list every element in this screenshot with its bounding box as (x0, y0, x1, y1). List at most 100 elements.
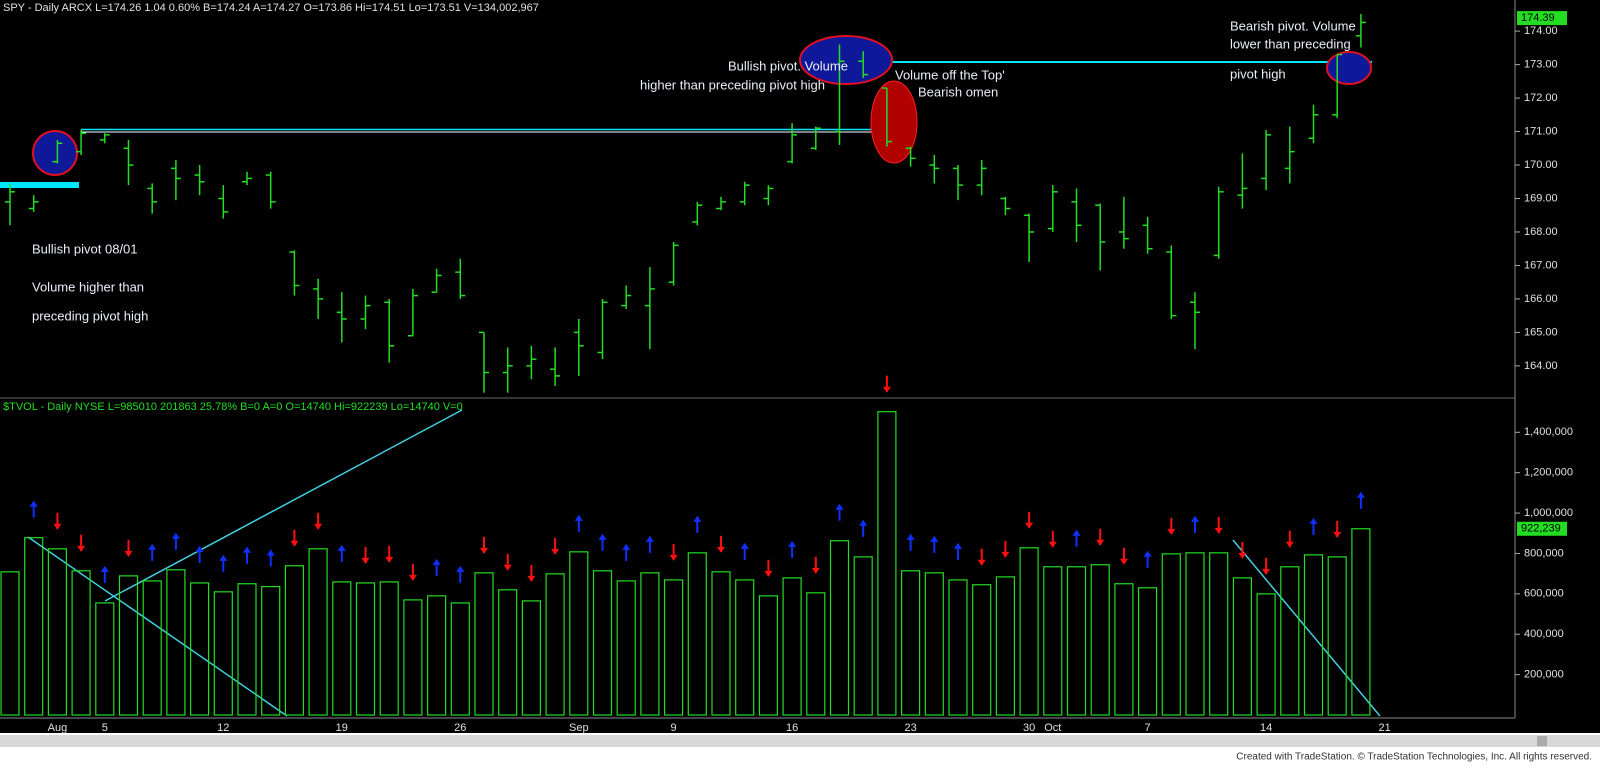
highlight-ellipse (799, 35, 893, 85)
volume-bar (924, 572, 944, 716)
volume-bar (284, 565, 304, 716)
x-tick-label: 21 (1378, 722, 1390, 734)
current-value-label: 922,239 (1521, 523, 1561, 535)
scrollbar[interactable] (0, 735, 1600, 747)
volume-bar (403, 599, 423, 716)
annotation: higher than preceding pivot high (640, 77, 825, 92)
y-tick-label: 164.00 (1524, 360, 1558, 372)
signal-arrow-head (1048, 541, 1057, 548)
volume-bar (545, 573, 565, 716)
current-value-label: 174.39 (1521, 12, 1555, 24)
volume-bar (1327, 556, 1347, 716)
y-tick-label: 165.00 (1524, 326, 1558, 338)
signal-arrow-head (361, 557, 370, 564)
signal-arrow-head (1072, 529, 1081, 536)
volume-bar (640, 572, 660, 716)
volume-bar (900, 570, 921, 716)
x-tick-label: Sep (569, 722, 589, 734)
y-tick-label: 170.00 (1524, 159, 1558, 171)
volume-bar (711, 571, 731, 716)
volume-bar (1209, 552, 1229, 716)
volume-bar (735, 579, 755, 716)
volume-bar (1043, 566, 1063, 716)
price-legend: SPY - Daily ARCX L=174.26 1.04 0.60% B=1… (3, 2, 539, 14)
annotation: Volume off the Top' (895, 67, 1005, 82)
signal-arrow-head (1167, 528, 1176, 535)
volume-bar (142, 580, 162, 716)
x-tick-label: 14 (1260, 722, 1272, 734)
y-tick-label: 172.00 (1524, 92, 1558, 104)
volume-legend: $TVOL - Daily NYSE L=985010 201863 25.78… (3, 401, 463, 413)
signal-arrow-head (574, 514, 583, 521)
volume-bar (1019, 547, 1039, 716)
current-value-box (1517, 11, 1567, 26)
annotation: preceding pivot high (32, 308, 148, 323)
signal-arrow-head (480, 547, 488, 554)
signal-arrow-head (432, 558, 441, 565)
volume-bar (948, 579, 968, 716)
volume-bar (687, 552, 707, 716)
volume-bar (95, 602, 115, 716)
y-tick-label: 174.00 (1524, 25, 1558, 37)
volume-bar (355, 582, 376, 716)
volume-bar (261, 585, 281, 716)
volume-bar (782, 577, 802, 716)
signal-arrow-head (77, 545, 86, 552)
volume-bar (308, 548, 328, 716)
volume-bar (853, 556, 873, 716)
x-tick-label: 16 (786, 722, 798, 734)
y-tick-label: 200,000 (1524, 669, 1564, 681)
volume-bar (0, 571, 20, 716)
volume-bar (24, 537, 44, 716)
volume-bar (1066, 566, 1087, 716)
volume-bar (1256, 593, 1276, 716)
x-tick-label: Aug (48, 722, 68, 734)
volume-bar (47, 548, 68, 716)
signal-arrow-head (1096, 539, 1105, 546)
signal-arrow-head (1214, 527, 1223, 534)
x-tick-label: 9 (671, 722, 677, 734)
y-tick-label: 171.00 (1524, 125, 1558, 137)
signal-arrow-head (669, 554, 678, 561)
signal-arrow-head (314, 523, 323, 530)
annotation: Bullish pivot. Volume (728, 58, 848, 73)
signal-arrow-head (954, 542, 962, 549)
volume-bar (71, 570, 91, 716)
y-tick-label: 168.00 (1524, 226, 1558, 238)
signal-arrow-head (408, 574, 417, 581)
background (0, 0, 1600, 733)
scroll-thumb[interactable] (1537, 736, 1547, 746)
annotation: pivot high (1230, 66, 1286, 81)
signal-arrow-head (1143, 550, 1152, 557)
volume-bar (521, 600, 542, 716)
signal-arrow-head (693, 515, 702, 522)
signal-arrow-head (1001, 551, 1010, 558)
signal-arrow-head (1262, 568, 1271, 575)
trend-line (1232, 539, 1381, 717)
signal-arrow-head (385, 556, 394, 563)
signal-arrow-head (788, 540, 797, 547)
signal-arrow-head (740, 542, 749, 549)
signal-arrow-head (977, 559, 986, 566)
signal-arrow-head (906, 533, 915, 540)
annotation: Bearish omen (918, 84, 998, 99)
volume-bar (1090, 564, 1110, 716)
volume-bar (498, 589, 518, 716)
y-tick-label: 1,000,000 (1524, 507, 1573, 519)
y-tick-label: 1,200,000 (1524, 467, 1573, 479)
signal-arrow-head (219, 554, 228, 561)
volume-bar (806, 592, 826, 716)
signal-arrow-head (717, 546, 725, 553)
y-tick-label: 173.00 (1524, 59, 1558, 71)
volume-bar (1114, 583, 1134, 716)
volume-bar (1351, 528, 1371, 716)
signal-arrow-head (764, 570, 773, 577)
annotation: lower than preceding (1230, 36, 1351, 51)
volume-bar (1280, 566, 1300, 716)
volume-bar (758, 595, 779, 716)
y-tick-label: 166.00 (1524, 293, 1558, 305)
signal-arrow-head (835, 503, 844, 510)
volume-bar (166, 569, 186, 716)
signal-arrow-head (1025, 522, 1034, 529)
